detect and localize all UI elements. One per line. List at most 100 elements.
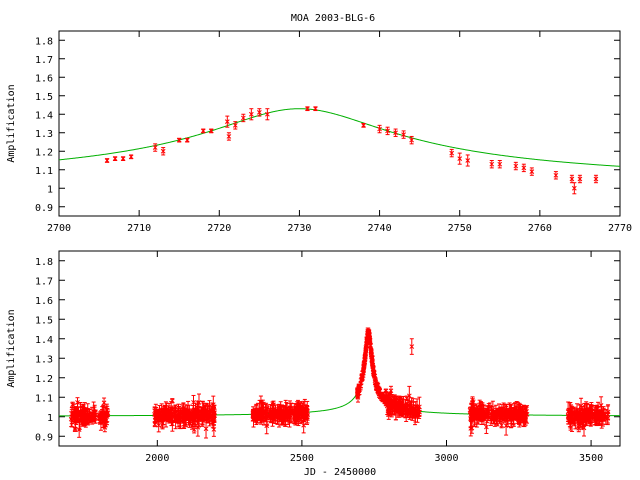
data-point [475,405,481,420]
y-tick-label: 1.3 [35,354,53,365]
data-point [305,106,310,112]
data-point [171,406,177,416]
data-point [152,143,158,152]
data-point [184,137,190,143]
data-point [368,342,373,349]
data-point [567,402,573,420]
data-points [104,106,599,195]
data-point [408,400,414,419]
data-point [569,174,575,184]
data-point [498,412,504,420]
data-point [497,160,503,169]
data-point [160,147,166,156]
data-point [371,371,377,379]
data-point [588,404,593,418]
data-point [484,412,489,420]
y-tick-label: 1.3 [35,129,53,140]
data-point [104,158,110,163]
y-tick-label: 1 [47,413,53,424]
data-point [104,407,110,426]
data-point [264,412,270,420]
data-point [515,401,521,422]
data-point [287,405,293,424]
data-point [385,126,390,136]
data-point [513,161,519,171]
x-tick-label: 2740 [368,223,392,234]
data-point [89,411,95,418]
y-tick-label: 1.5 [35,315,53,326]
data-point [472,410,478,426]
data-point [195,413,201,419]
data-point [273,410,279,422]
data-point [74,411,80,420]
data-point [271,400,276,409]
data-point [393,128,398,137]
y-tick-label: 1.6 [35,73,53,84]
data-point [268,409,274,419]
x-tick-label: 3500 [579,453,603,464]
data-point [200,128,206,134]
y-tick-label: 1.8 [35,257,53,268]
data-point [553,171,559,180]
data-point [594,411,599,419]
y-axis-label: Amplification [6,84,17,162]
x-tick-label: 2760 [528,223,552,234]
data-point [468,408,473,429]
data-point [529,167,535,176]
data-point [80,414,85,424]
data-point [71,403,77,424]
bottom-panel-full-lightcurve: 0.9 1 1.1 1.2 1.3 1.4 1.5 1.6 1.7 1.8 2000 2500 3000… [6,250,621,464]
data-point [361,122,366,128]
data-point [265,108,270,121]
y-tick-label: 1.2 [35,147,53,158]
bottom-x-axis-label: JD - 2450000 [304,467,376,478]
data-point [202,405,208,421]
data-points [68,327,611,439]
data-point [163,405,169,418]
data-point [112,156,118,162]
data-point [581,413,586,426]
data-point [120,156,126,162]
x-tick-label: 3000 [434,453,458,464]
data-point [572,406,577,424]
data-point [499,422,504,429]
data-point [465,154,471,167]
data-point [284,406,290,420]
data-point [156,409,162,417]
data-point [279,407,284,426]
x-tick-label: 2720 [207,223,231,234]
data-point [377,124,382,134]
x-tick-label: 2750 [448,223,472,234]
y-axis-label: Amplification [6,309,17,387]
data-point [254,403,259,423]
data-point [409,338,415,355]
data-point [605,404,611,420]
data-point [577,174,583,184]
data-point [264,417,270,435]
x-tick-label: 2730 [287,223,311,234]
data-point [509,409,515,420]
data-point [355,388,360,399]
data-point [385,394,391,412]
data-point [379,395,384,401]
y-tick-label: 1.6 [35,296,53,307]
data-point [375,385,381,394]
x-tick-label: 2000 [145,453,169,464]
data-point [191,394,196,410]
x-tick-label: 2770 [608,223,632,234]
data-point [520,405,525,418]
data-point [571,182,577,195]
y-tick-label: 1.4 [35,110,53,121]
data-point [200,400,206,416]
data-point [208,128,214,134]
data-point [603,415,609,422]
y-tick-label: 1.8 [35,36,53,47]
data-point [298,404,304,418]
data-point [167,408,172,424]
chart-title: MOA 2003-BLG-6 [291,13,375,24]
data-point [257,108,262,117]
data-point [389,393,395,407]
data-point [593,174,599,184]
model-curve [58,108,621,167]
y-tick-label: 1 [47,184,53,195]
